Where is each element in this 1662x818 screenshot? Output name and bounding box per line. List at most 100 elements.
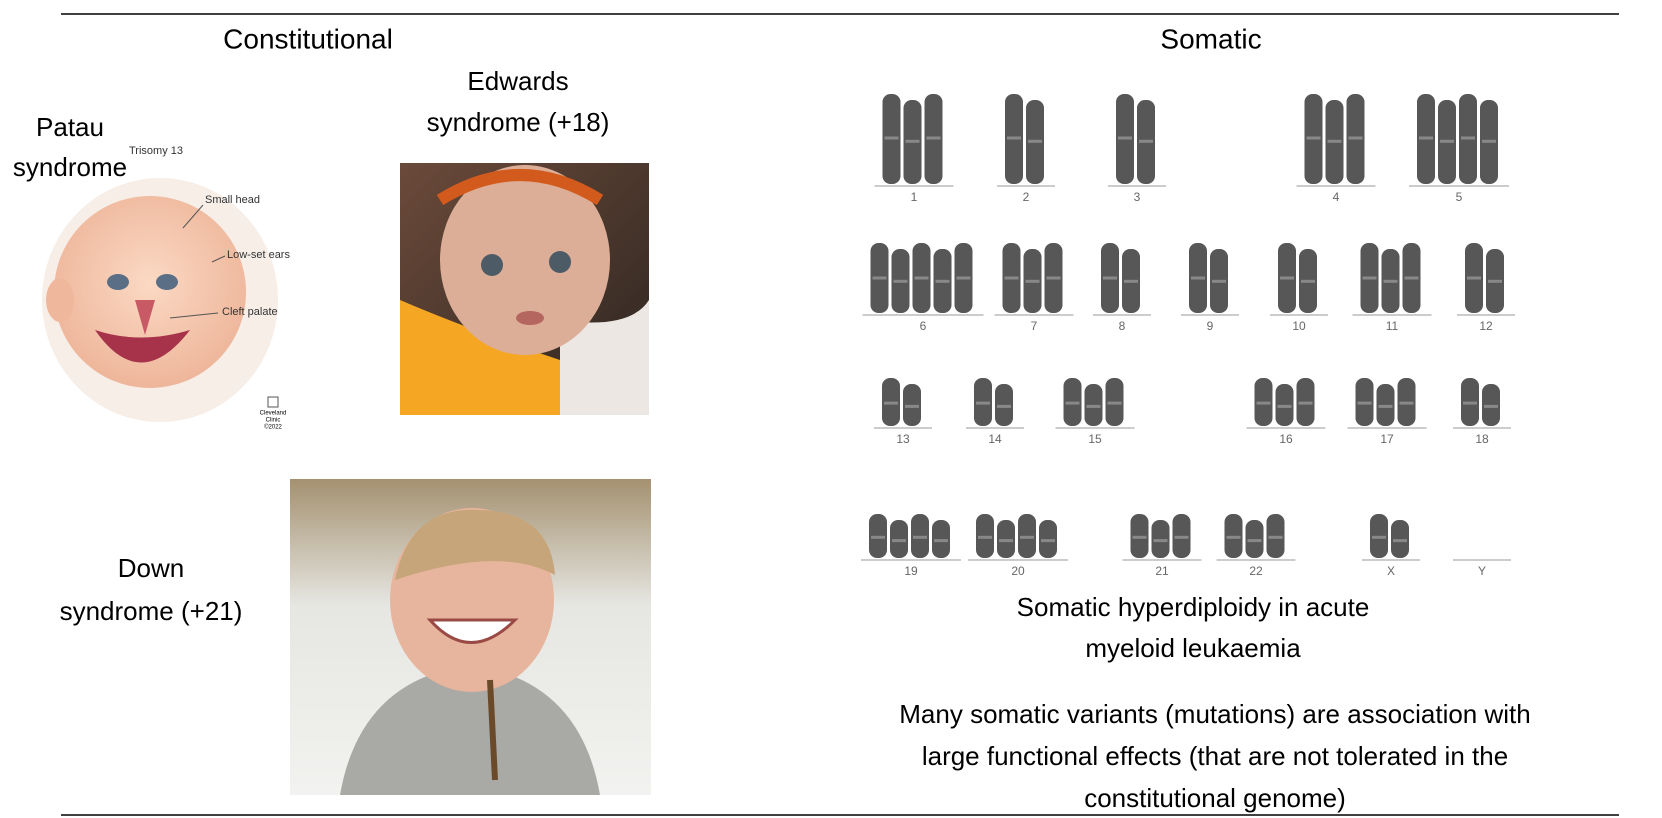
chromosome-band [1103,276,1117,280]
chromosome-band [956,276,971,280]
section-title: Somatic [1160,23,1261,54]
karyotype-label: 17 [1380,432,1394,446]
chromosome-band [1028,139,1042,143]
chromosome-band [1212,279,1226,283]
down-photo [290,479,651,795]
karyotype-label: 14 [988,432,1002,446]
chromosome-band [1020,535,1034,539]
chromosome-band [1256,401,1271,405]
chromosome-band [1041,539,1055,543]
karyotype-label: 5 [1456,190,1463,204]
chromosome-band [1277,404,1292,408]
chromosome-band [1357,401,1372,405]
chromosome-band [1306,136,1321,140]
chromosome [1151,520,1170,558]
edwards-photo [400,163,649,415]
karyotype-label: 21 [1155,564,1169,578]
chromosome-band [1461,136,1475,140]
chromosome-band [1463,401,1477,405]
chromosome-band [1301,279,1315,283]
chromosome-band [1174,535,1189,539]
karyotype-label: 18 [1475,432,1489,446]
annotation: Low-set ears [227,249,290,261]
caption: myeloid leukaemia [1085,633,1301,663]
chromosome [932,520,950,558]
annotation: Cleft palate [222,306,278,318]
chromosome-band [1393,539,1407,543]
label: Patau [36,112,104,142]
chromosome [1245,520,1264,558]
chromosome-band [1298,401,1313,405]
chromosome-band [1025,279,1040,283]
karyotype-label: 2 [1023,190,1030,204]
label: syndrome (+21) [60,596,243,626]
chromosome-band [1280,276,1294,280]
chromosome-band [1004,276,1019,280]
chromosome-band [1268,535,1283,539]
chromosome-band [1107,401,1122,405]
chromosome-band [1327,139,1342,143]
chromosome-band [884,401,898,405]
credit: Cleveland [260,411,287,417]
chromosome-band [1139,139,1153,143]
karyotype-label: 16 [1279,432,1293,446]
chromosome-band [1440,139,1454,143]
chromosome-band [1399,401,1414,405]
chromosome-band [1226,535,1241,539]
chromosome-band [1404,276,1419,280]
chromosome-band [871,535,885,539]
credit: ©2022 [264,424,282,431]
chromosome-band [976,401,990,405]
karyotype-label: 9 [1207,319,1214,333]
chromosome-band [1484,404,1498,408]
chromosome-band [997,404,1011,408]
chromosome-band [978,535,992,539]
karyotype-label: X [1387,564,1395,578]
patau-illustration [42,178,279,422]
karyotype-label: Y [1478,564,1486,578]
credit: Clinic [266,418,281,424]
annotation: Small head [205,194,260,206]
chromosome-band [1383,279,1398,283]
chromosome [997,520,1015,558]
karyotype-label: 4 [1333,190,1340,204]
chromosome-band [934,539,948,543]
karyotype-label: 1 [911,190,918,204]
label: syndrome [13,152,127,182]
chromosome-band [935,279,950,283]
note: constitutional genome) [1084,783,1346,813]
karyotype-label: 10 [1292,319,1306,333]
chromosome-band [1372,535,1386,539]
karyotype-label: 19 [904,564,918,578]
chromosome-band [1482,139,1496,143]
chromosome-band [1086,404,1101,408]
chromosome-band [1467,276,1481,280]
chromosome-band [1419,136,1433,140]
karyotype-label: 13 [896,432,910,446]
chromosome-band [1007,136,1021,140]
chromosome-band [905,139,920,143]
karyotype-label: 15 [1088,432,1102,446]
chromosome-band [914,276,929,280]
chromosome-band [913,535,927,539]
chromosome-band [1046,276,1061,280]
label: Edwards [467,66,568,96]
chromosome-band [1247,539,1262,543]
chromosome-band [1132,535,1147,539]
chromosome [1391,520,1409,558]
chromosome-band [1378,404,1393,408]
caption: Somatic hyperdiploidy in acute [1017,592,1370,622]
chromosome-band [905,404,919,408]
figure-title: Trisomy 13 [129,145,183,157]
chromosome-band [1348,136,1363,140]
label: Down [118,553,184,583]
chromosome-band [999,539,1013,543]
chromosome-band [872,276,887,280]
karyotype-label: 11 [1386,319,1399,333]
chromosome-band [1191,276,1205,280]
chromosome-band [884,136,899,140]
chromosome-band [1124,279,1138,283]
karyotype-label: 22 [1249,564,1263,578]
karyotype-label: 3 [1134,190,1141,204]
